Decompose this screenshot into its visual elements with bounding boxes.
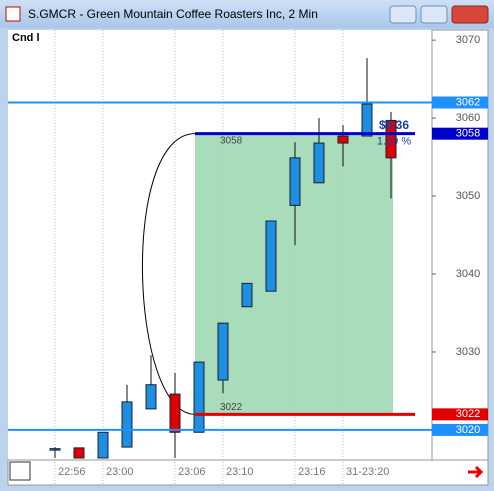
candle-body [145, 384, 157, 410]
candle-body [241, 282, 253, 308]
x-tick-label: 22:56 [58, 466, 86, 478]
x-tick-label: 23:10 [226, 466, 254, 478]
time-axis [7, 459, 489, 486]
candle-body [361, 103, 373, 137]
level-tag [432, 408, 488, 421]
candle-body [193, 361, 205, 433]
candle-body [313, 142, 325, 184]
close-button[interactable] [451, 5, 489, 24]
range-change-label: $0.36 [379, 118, 409, 132]
level-tag-label: 3020 [456, 424, 480, 436]
candle-body [217, 322, 229, 381]
corner-box [9, 461, 31, 481]
candle-body [97, 431, 109, 459]
x-tick-label: 23:16 [298, 466, 326, 478]
y-tick-label: 3060 [456, 112, 480, 124]
y-tick-label: 3040 [456, 268, 480, 280]
candle-body [49, 448, 61, 451]
range-top-label: 3058 [220, 135, 243, 146]
x-tick-label: 23:00 [106, 466, 134, 478]
candle-body [289, 157, 301, 206]
level-tag [432, 423, 488, 436]
candle-body [337, 135, 349, 144]
level-tag [432, 127, 488, 140]
price-axis [431, 29, 489, 461]
level-tag-label: 3022 [456, 408, 480, 420]
minimize-button[interactable] [389, 5, 417, 24]
candle-body [121, 401, 133, 448]
y-tick-label: 3070 [456, 34, 480, 46]
level-tag-label: 3058 [456, 128, 480, 140]
app-icon [5, 6, 21, 22]
scroll-arrow[interactable] [468, 465, 484, 479]
y-tick-label: 3050 [456, 190, 480, 202]
y-tick-label: 3030 [456, 346, 480, 358]
maximize-button[interactable] [420, 5, 448, 24]
panel-label: Cnd l [12, 32, 40, 44]
candle-body [385, 119, 397, 159]
level-tag [432, 96, 488, 109]
x-tick-label: 31-23:20 [346, 466, 389, 478]
level-tag-label: 3062 [456, 96, 480, 108]
x-tick-label: 23:06 [178, 466, 206, 478]
candle-body [265, 220, 277, 292]
range-pct-label: 1.19 % [377, 136, 411, 148]
range-bottom-label: 3022 [220, 402, 243, 413]
candle-body [169, 393, 181, 433]
candle-body [73, 447, 85, 459]
window-title: S.GMCR - Green Mountain Coffee Roasters … [28, 7, 318, 21]
